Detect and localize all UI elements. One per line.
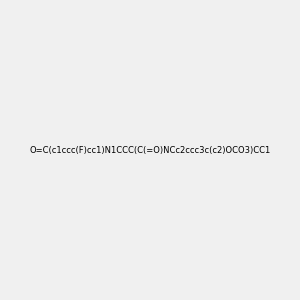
Text: O=C(c1ccc(F)cc1)N1CCC(C(=O)NCc2ccc3c(c2)OCO3)CC1: O=C(c1ccc(F)cc1)N1CCC(C(=O)NCc2ccc3c(c2)… <box>29 146 271 154</box>
